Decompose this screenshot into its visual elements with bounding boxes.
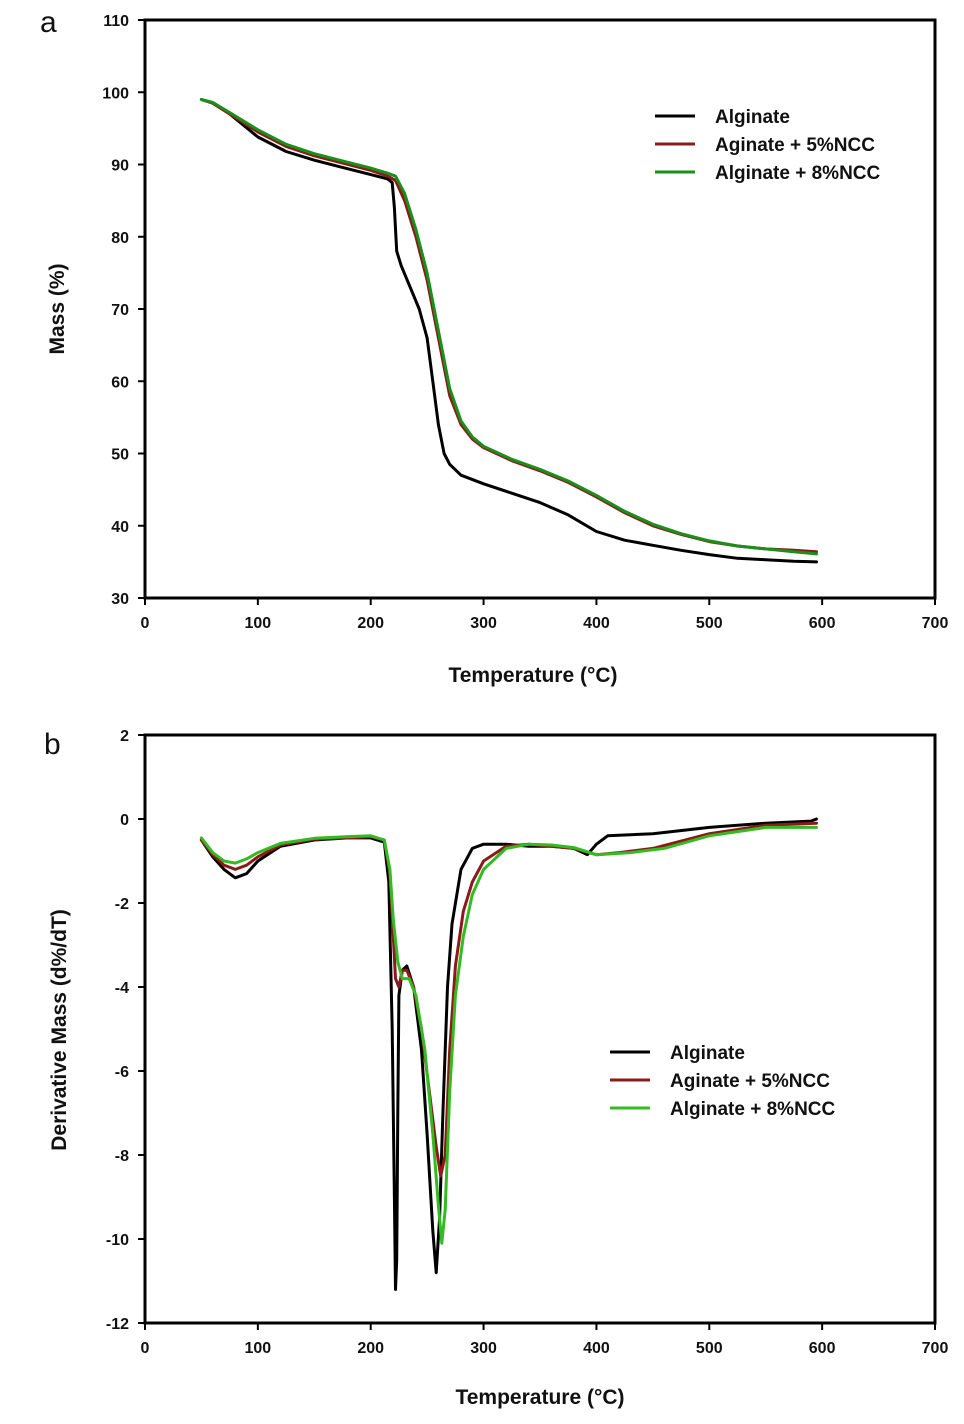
y-tick-label-b--10: -10 bbox=[106, 1232, 129, 1249]
y-axis-title-b: Derivative Mass (d%/dT) bbox=[48, 909, 71, 1151]
tick-layer-b: 0 100 200 300 400 500 600 700 -12 -10 -8 -6 -4 -2 0 2 bbox=[106, 728, 949, 1357]
x-tick-label-b-500: 500 bbox=[696, 1340, 723, 1357]
series-line-b-3 bbox=[199, 825, 818, 1245]
legend-label-b-1: Alginate bbox=[670, 1043, 745, 1064]
y-tick-label-b--8: -8 bbox=[115, 1148, 129, 1165]
x-tick-label-b-700: 700 bbox=[922, 1340, 949, 1357]
legend-label-a-2: Aginate + 5%NCC bbox=[715, 135, 875, 156]
x-tick-label-b-100: 100 bbox=[245, 1340, 272, 1357]
y-tick-label-a-90: 90 bbox=[111, 158, 129, 175]
y-tick-label-a-80: 80 bbox=[111, 230, 129, 247]
y-tick-label-a-70: 70 bbox=[111, 302, 129, 319]
x-axis-title-b: Temperature (°C) bbox=[455, 1386, 624, 1409]
x-tick-label-a-200: 200 bbox=[357, 615, 384, 632]
x-tick-label-b-300: 300 bbox=[470, 1340, 497, 1357]
y-tick-label-a-40: 40 bbox=[111, 519, 129, 536]
y-tick-label-b-2: 2 bbox=[120, 728, 129, 745]
legend-label-b-2: Aginate + 5%NCC bbox=[670, 1071, 830, 1092]
y-tick-label-a-30: 30 bbox=[111, 591, 129, 608]
x-tick-label-b-600: 600 bbox=[809, 1340, 836, 1357]
y-tick-label-b--6: -6 bbox=[115, 1064, 129, 1081]
y-tick-label-a-110: 110 bbox=[103, 13, 129, 30]
y-tick-label-b--12: -12 bbox=[106, 1316, 129, 1333]
y-tick-label-b-0: 0 bbox=[120, 812, 129, 829]
x-tick-label-b-200: 200 bbox=[357, 1340, 384, 1357]
legend-label-a-1: Alginate bbox=[715, 107, 790, 128]
plot-frame-a bbox=[143, 18, 937, 600]
legend-b: Alginate Aginate + 5%NCC Alginate + 8%NCC bbox=[610, 1043, 836, 1120]
panel-label-b: b bbox=[44, 728, 61, 761]
series-line-b-2 bbox=[199, 821, 818, 1178]
series-layer-b bbox=[199, 817, 818, 1291]
x-tick-label-a-600: 600 bbox=[809, 615, 836, 632]
y-tick-label-a-60: 60 bbox=[111, 374, 129, 391]
tick-layer-a: 0 100 200 300 400 500 600 700 30 40 50 60 70 80 90 100 1… bbox=[102, 13, 948, 632]
x-tick-label-a-100: 100 bbox=[245, 615, 272, 632]
y-tick-label-b--4: -4 bbox=[115, 980, 129, 997]
y-axis-title-a: Mass (%) bbox=[46, 263, 69, 354]
legend-a: Alginate Aginate + 5%NCC Alginate + 8%NCC bbox=[655, 107, 881, 184]
plot-frame-b bbox=[143, 733, 937, 1325]
x-tick-label-a-300: 300 bbox=[470, 615, 497, 632]
panel-label-a: a bbox=[40, 6, 57, 39]
x-tick-label-a-500: 500 bbox=[696, 615, 723, 632]
x-axis-title-a: Temperature (°C) bbox=[448, 664, 617, 687]
legend-label-b-3: Alginate + 8%NCC bbox=[670, 1099, 836, 1120]
series-line-a-3 bbox=[199, 98, 818, 556]
x-tick-label-a-700: 700 bbox=[922, 615, 949, 632]
series-layer-a bbox=[199, 98, 818, 564]
x-tick-label-b-0: 0 bbox=[141, 1340, 150, 1357]
y-tick-label-b--2: -2 bbox=[115, 896, 129, 913]
y-tick-label-a-100: 100 bbox=[102, 85, 129, 102]
legend-label-a-3: Alginate + 8%NCC bbox=[715, 163, 881, 184]
y-tick-label-a-50: 50 bbox=[111, 447, 129, 464]
chart-panel-a: a 0 100 200 300 400 500 600 700 30 40 50 60 70 80 90 10… bbox=[40, 6, 948, 687]
series-line-a-1 bbox=[199, 98, 818, 564]
x-tick-label-a-400: 400 bbox=[583, 615, 610, 632]
chart-panel-b: b 0 100 200 300 400 500 600 700 -12 -10 -8 -6 -4 -2 0 2… bbox=[44, 728, 948, 1409]
x-tick-label-a-0: 0 bbox=[141, 615, 150, 632]
x-tick-label-b-400: 400 bbox=[583, 1340, 610, 1357]
